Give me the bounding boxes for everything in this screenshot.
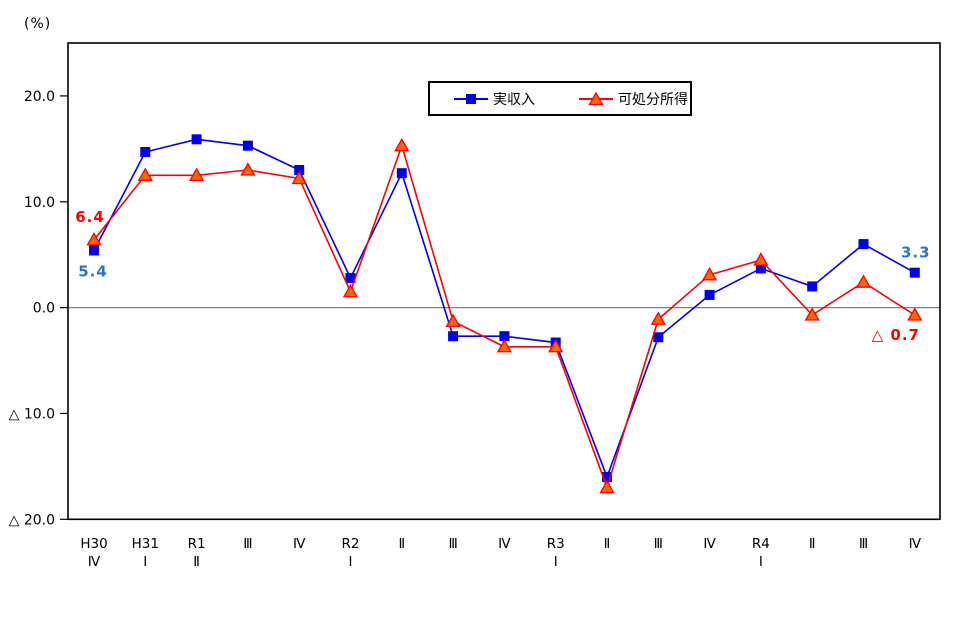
disposable-series-marker [701,266,718,281]
x-axis-category-label: Ⅱ [193,554,200,570]
y-axis-tick-label: △ 10.0 [9,406,55,422]
disposable-series-marker [804,307,820,321]
x-axis-category-label: Ⅳ [88,554,101,570]
y-axis-tick-label: △ 20.0 [9,512,55,528]
legend-item-label: 可処分所得 [618,91,688,108]
x-axis-category-label: H30 [80,536,107,552]
x-axis-category-label: Ⅳ [703,536,716,552]
value-annotation: △ 0.7 [872,326,920,344]
legend-item-label: 実収入 [493,91,535,108]
x-axis-category-label: Ⅲ [654,536,663,552]
x-axis-category-label: Ⅰ [349,554,353,570]
income-series-marker [858,239,869,250]
x-axis-category-label: R3 [547,536,565,552]
income-series-marker [89,245,99,256]
legend: 実収入 可処分所得 [428,81,692,116]
disposable-series-marker [137,167,153,181]
disposable-legend-marker-icon [579,91,613,105]
disposable-series-marker [855,274,872,288]
x-axis-category-label: Ⅳ [498,536,511,552]
disposable-series-marker [907,307,923,321]
income-series-marker [807,281,818,292]
disposable-series-marker [188,167,205,181]
plot-border [67,42,941,521]
disposable-series-marker [599,479,615,494]
disposable-series-marker [291,170,307,185]
x-axis-category-label: Ⅱ [809,536,816,552]
x-axis-category-label: R1 [188,536,206,552]
y-axis-tick-label: 10.0 [24,195,55,211]
legend-item-disposable: 可処分所得 [579,89,688,109]
income-series-marker [191,134,202,145]
disposable-series-marker [753,252,769,266]
x-axis-category-label: R4 [752,536,770,552]
disposable-series-marker [496,338,513,353]
x-axis-category-label: Ⅰ [554,554,558,570]
disposable-series-marker [548,338,564,353]
income-series-marker [602,471,612,482]
value-annotation: 6.4 [75,208,105,226]
income-series-marker [396,168,407,179]
x-axis-category-label: H31 [132,536,159,552]
disposable-series-marker [394,137,410,152]
x-axis-category-label: Ⅲ [859,536,868,552]
income-legend-marker-icon [454,93,488,104]
income-series-marker [345,272,356,283]
x-axis-category-label: R2 [342,536,360,552]
y-axis-tick-label: 0.0 [33,301,55,317]
income-series-marker [294,165,305,176]
y-axis-tick-label: 20.0 [24,89,55,105]
x-axis-category-label: Ⅰ [143,554,147,570]
income-series-marker [704,289,715,300]
x-axis-category-label: Ⅲ [243,536,252,552]
income-series-marker [448,331,459,342]
income-series-marker [242,140,253,151]
income-series-marker [140,147,151,158]
income-series-marker [755,263,766,274]
income-series-marker [653,332,664,343]
legend-item-income: 実収入 [454,89,535,109]
disposable-series-marker [86,232,102,246]
x-axis-category-label: Ⅲ [448,536,457,552]
value-annotation: 5.4 [78,262,108,280]
disposable-series-marker [342,283,359,298]
x-axis-category-label: Ⅰ [759,554,763,570]
x-axis-category-label: Ⅱ [398,536,405,552]
disposable-series-marker [445,313,461,328]
disposable-series-marker [240,162,256,176]
x-axis-category-label: Ⅳ [293,536,306,552]
x-axis-category-label: Ⅳ [909,536,922,552]
income-series-marker [499,331,510,342]
value-annotation: 3.3 [901,244,931,262]
disposable-series-line [93,143,916,491]
x-axis-category-label: Ⅱ [604,536,611,552]
y-axis-unit-label: (%) [24,16,52,32]
income-series-marker [909,267,920,278]
disposable-series-marker [650,311,666,325]
